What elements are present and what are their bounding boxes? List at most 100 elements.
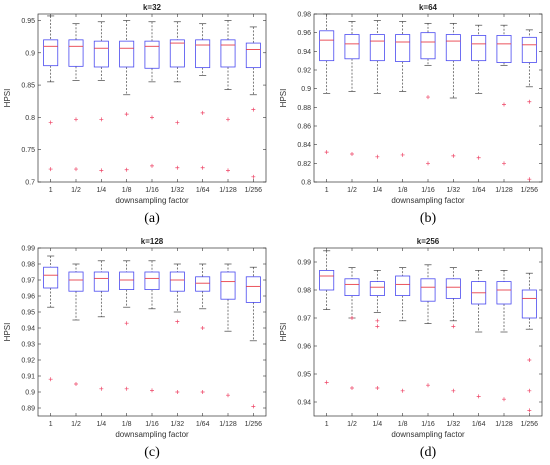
x-tick-label: 1/256 (245, 421, 263, 428)
outlier-marker (375, 318, 380, 323)
outlier-marker (226, 117, 230, 122)
y-tick-label: 0.9 (25, 50, 35, 57)
iqr-box (169, 271, 185, 292)
y-axis-label: HPSI (3, 323, 12, 342)
chart-title: k=32 (143, 3, 162, 12)
iqr-box (93, 40, 109, 68)
outlier-marker (124, 321, 129, 326)
outlier-marker (200, 165, 205, 170)
plot-frame (37, 13, 267, 183)
outlier-marker (150, 388, 154, 393)
x-tick-label: 1/64 (196, 421, 210, 428)
x-tick-label: 1/32 (447, 421, 461, 428)
iqr-box (119, 40, 135, 68)
box-1-256 (521, 272, 537, 330)
x-tick-label: 1/4 (372, 187, 382, 194)
outlier-marker (375, 154, 380, 159)
x-tick-label: 1/64 (196, 187, 210, 194)
x-tick-label: 1 (325, 421, 329, 428)
outlier-marker (426, 95, 430, 100)
panel-caption: (d) (420, 445, 437, 460)
outlier-marker (74, 382, 78, 386)
iqr-box (169, 39, 185, 68)
y-tick-label: 0.84 (297, 142, 311, 149)
box-1-128 (220, 20, 236, 90)
outlier-marker (527, 408, 532, 413)
iqr-box (119, 271, 135, 291)
x-tick-label: 1/128 (495, 421, 513, 428)
y-tick-label: 0.92 (297, 68, 311, 75)
x-tick-label: 1/16 (421, 421, 435, 428)
outlier-marker (226, 393, 230, 398)
y-tick-label: 0.92 (21, 358, 35, 365)
x-tick-label: 1/32 (171, 187, 185, 194)
iqr-box (420, 32, 436, 60)
outlier-marker (502, 161, 506, 166)
box-1-32 (169, 21, 185, 83)
iqr-box (445, 34, 461, 62)
y-tick-label: 0.88 (297, 105, 311, 112)
y-tick-label: 0.75 (21, 147, 35, 154)
outlier-marker (476, 394, 481, 399)
box-1-2 (68, 263, 84, 321)
outlier-marker (74, 117, 78, 122)
outlier-marker (502, 397, 506, 402)
chart-panel-4: k=256 0.94 0.95 0.96 0.97 0.98 0.99 1 1/2 1/4 1/8 1… (279, 237, 543, 460)
x-tick-label: 1/64 (472, 187, 486, 194)
y-tick-label: 0.9 (301, 86, 311, 93)
x-tick-label: 1/16 (145, 421, 159, 428)
outlier-marker (451, 324, 456, 329)
y-tick-label: 0.99 (297, 260, 311, 267)
iqr-box (144, 40, 160, 69)
x-tick-label: 1/8 (398, 421, 408, 428)
box-1-16 (144, 260, 160, 310)
x-tick-label: 1 (325, 187, 329, 194)
iqr-box (521, 36, 537, 63)
iqr-box (344, 34, 360, 60)
y-tick-label: 0.85 (21, 83, 35, 90)
y-tick-label: 0.94 (297, 400, 311, 407)
x-tick-label: 1/4 (96, 187, 106, 194)
iqr-box (93, 271, 109, 292)
iqr-box (369, 34, 385, 62)
chart-title: k=128 (141, 237, 164, 246)
outlier-marker (375, 324, 380, 329)
y-tick-label: 0.94 (21, 326, 35, 333)
x-axis-label: downsampling factor (391, 430, 465, 439)
outlier-marker (226, 168, 230, 173)
chart-title: k=256 (417, 237, 440, 246)
outlier-marker (527, 388, 532, 393)
box-1 (319, 250, 335, 310)
chart-title: k=64 (419, 3, 438, 12)
outlier-marker (124, 386, 129, 391)
x-tick-label: 1/2 (347, 187, 357, 194)
box-1-8 (395, 21, 411, 92)
outlier-marker (175, 390, 180, 394)
x-tick-label: 1/2 (347, 421, 357, 428)
x-tick-label: 1 (49, 187, 53, 194)
iqr-box (420, 278, 436, 302)
outlier-marker (324, 380, 329, 385)
outlier-marker (350, 386, 354, 390)
box-1 (43, 255, 59, 308)
x-tick-label: 1/2 (71, 187, 81, 194)
outlier-marker (200, 110, 205, 115)
iqr-box (245, 276, 261, 303)
outlier-marker (99, 168, 104, 173)
box-1-4 (369, 20, 385, 94)
x-tick-label: 1/2 (71, 421, 81, 428)
outlier-marker (527, 358, 532, 362)
outlier-marker (48, 377, 53, 382)
box-1-64 (471, 24, 487, 94)
outlier-marker (150, 163, 154, 168)
y-tick-label: 0.94 (297, 49, 311, 56)
outlier-marker (48, 167, 53, 172)
y-tick-label: 0.8 (25, 115, 35, 122)
box-1-8 (119, 260, 135, 308)
y-axis-label: HPSI (279, 89, 288, 108)
iqr-box (471, 35, 487, 62)
y-tick-label: 0.96 (297, 30, 311, 37)
iqr-box (395, 275, 411, 297)
chart-panel-2: k=64 0.8 0.82 0.84 0.86 0.88 0.9 0.92 0.94 0.96 0.… (279, 3, 543, 226)
